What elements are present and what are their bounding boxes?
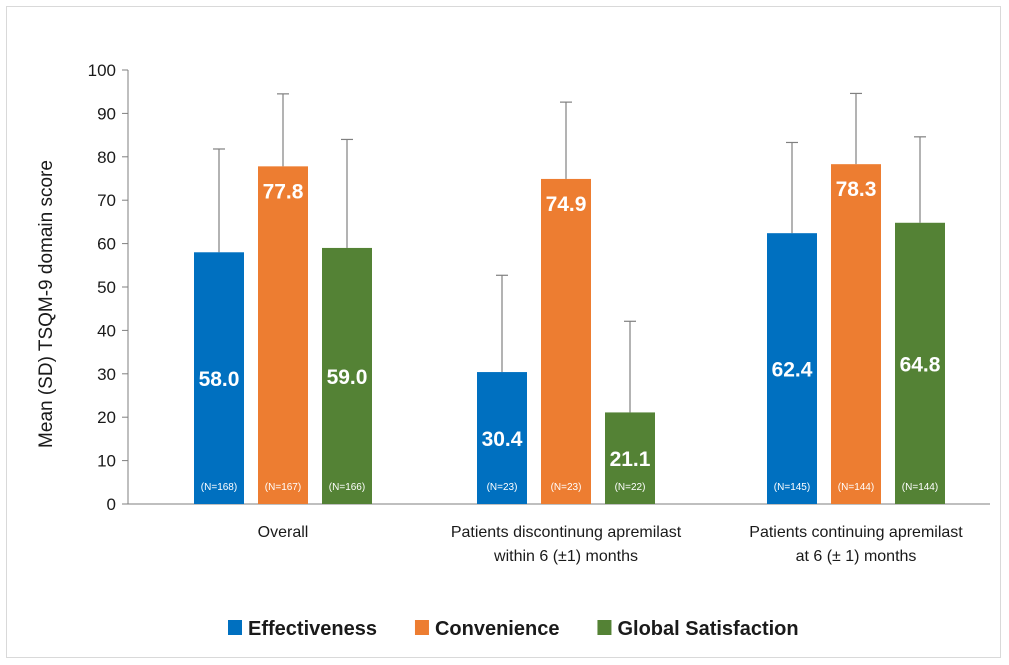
- bar-n-label: (N=22): [615, 482, 646, 493]
- bar-value-label: 64.8: [900, 353, 941, 376]
- bar-value-label: 58.0: [199, 368, 240, 391]
- bar-value-label: 78.3: [836, 178, 877, 201]
- bar-n-label: (N=23): [487, 482, 518, 493]
- x-category-label-line: Overall: [258, 524, 309, 541]
- bar: [194, 252, 244, 504]
- bar-n-label: (N=166): [329, 482, 365, 493]
- bar-value-label: 62.4: [772, 359, 813, 382]
- bar-n-label: (N=144): [838, 482, 874, 493]
- x-category-label-line: Patients continuing apremilast: [749, 524, 963, 541]
- y-tick-label: 100: [88, 61, 116, 80]
- y-tick-label: 60: [97, 235, 116, 254]
- bar-value-label: 74.9: [546, 193, 587, 216]
- bar-value-label: 77.8: [263, 180, 304, 203]
- bar: [767, 233, 817, 504]
- x-category-label: Patients continuing apremilast at 6 (± 1)…: [749, 524, 963, 565]
- y-tick-label: 80: [97, 148, 116, 167]
- x-category-label-line: Patients discontinung apremilast: [451, 524, 682, 541]
- bar: [895, 222, 945, 504]
- y-tick-label: 40: [97, 321, 116, 340]
- bar-n-label: (N=167): [265, 482, 301, 493]
- bar-n-label: (N=145): [774, 482, 810, 493]
- x-category-label-line: at 6 (± 1) months: [796, 548, 917, 565]
- bar: [258, 166, 308, 504]
- legend-label: Convenience: [435, 618, 559, 640]
- y-tick-label: 30: [97, 365, 116, 384]
- legend-swatch: [597, 620, 612, 635]
- bars: [194, 164, 945, 505]
- x-category-label: Overall: [258, 524, 309, 541]
- bar: [831, 164, 881, 505]
- bar-value-label: 30.4: [482, 428, 523, 451]
- legend-swatch: [414, 620, 429, 635]
- legend: Effectiveness Convenience Global Satisfact…: [228, 618, 799, 640]
- x-category-label-line: within 6 (±1) months: [493, 548, 638, 565]
- data-labels: 58.0 (N=168) 30.4 (N=23) 62.4 (N=145) 77.8 (N=1…: [199, 178, 941, 493]
- y-tick-label: 70: [97, 191, 116, 210]
- bar: [477, 372, 527, 504]
- bar-n-label: (N=23): [551, 482, 582, 493]
- y-tick-label: 0: [107, 495, 116, 514]
- legend-label: Global Satisfaction: [617, 618, 798, 640]
- y-axis: 0 10 20 30 40 50 60 70 80 90 100: [88, 61, 129, 514]
- x-axis: Overall Patients discontinung apremilast w…: [128, 503, 990, 565]
- bar: [322, 247, 372, 504]
- bar-n-label: (N=168): [201, 482, 237, 493]
- y-tick-label: 20: [97, 408, 116, 427]
- y-axis-label: Mean (SD) TSQM-9 domain score: [36, 160, 57, 448]
- y-tick-label: 50: [97, 278, 116, 297]
- y-tick-label: 10: [97, 452, 116, 471]
- x-category-label: Patients discontinung apremilast within 6…: [451, 524, 682, 565]
- legend-swatch: [228, 620, 242, 635]
- bar-value-label: 21.1: [610, 448, 651, 471]
- bar: [605, 412, 655, 504]
- bar-value-label: 59.0: [327, 366, 368, 389]
- y-tick-label: 90: [97, 104, 116, 123]
- legend-label: Effectiveness: [248, 618, 377, 640]
- error-bars: [213, 92, 926, 413]
- bar-n-label: (N=144): [902, 482, 938, 493]
- bar: [541, 178, 591, 504]
